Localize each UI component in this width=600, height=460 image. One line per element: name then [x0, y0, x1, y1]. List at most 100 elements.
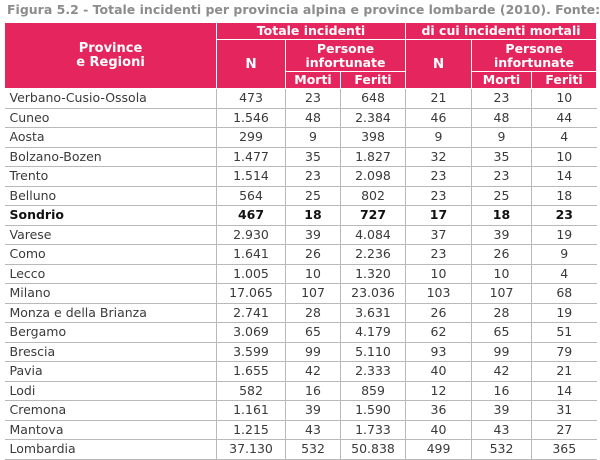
fatal-injured-cell: 21 — [530, 361, 597, 382]
table-row: Pavia 1.655 42 2.333 40 42 21 — [4, 361, 597, 382]
province-name-cell: Pavia — [4, 361, 217, 382]
total-injured-cell: 1.320 — [340, 264, 406, 284]
total-n-cell: 17.065 — [216, 283, 286, 304]
fatal-dead-cell: 39 — [471, 225, 532, 245]
table-row: Lodi 582 16 859 12 16 14 — [4, 381, 597, 401]
fatal-persons-line2: infortunate — [493, 54, 575, 70]
fatal-accidents-header: di cui incidenti mortali — [404, 22, 598, 40]
fatal-n-cell: 32 — [405, 147, 472, 167]
fatal-dead-cell: 39 — [471, 400, 532, 421]
total-dead-cell: 23 — [285, 166, 341, 187]
total-injured-cell: 648 — [340, 88, 406, 109]
total-dead-cell: 23 — [285, 88, 341, 109]
fatal-n-cell: 23 — [405, 244, 472, 265]
fatal-injured-cell: 79 — [530, 342, 597, 362]
total-injured-header: Feriti — [340, 71, 406, 89]
total-injured-cell: 23.036 — [340, 283, 406, 304]
province-name-cell: Bolzano-Bozen — [4, 147, 217, 167]
total-persons-line2: infortunate — [305, 54, 386, 70]
fatal-dead-cell: 43 — [471, 420, 532, 440]
province-name-cell: Verbano-Cusio-Ossola — [4, 88, 217, 109]
province-name-cell: Varese — [4, 225, 217, 245]
table-row: Como 1.641 26 2.236 23 26 9 — [4, 244, 597, 265]
total-n-cell: 1.546 — [216, 108, 286, 128]
total-dead-cell: 28 — [285, 303, 341, 323]
total-dead-cell: 25 — [285, 186, 341, 206]
total-persons-line1: Persone — [316, 40, 375, 56]
region-column-header: Province e Regioni — [4, 22, 217, 89]
total-n-cell: 3.069 — [216, 322, 286, 343]
fatal-dead-cell: 35 — [471, 147, 532, 167]
province-name-cell: Trento — [4, 166, 217, 187]
fatal-injured-cell: 10 — [530, 147, 597, 167]
table-row: Monza e della Brianza 2.741 28 3.631 26 28 19 — [4, 303, 597, 323]
total-dead-cell: 65 — [285, 322, 341, 343]
fatal-injured-cell: 14 — [530, 381, 597, 401]
fatal-injured-cell: 27 — [530, 420, 597, 440]
fatal-n-cell: 499 — [405, 439, 472, 460]
total-injured-cell: 2.384 — [340, 108, 406, 128]
total-dead-cell: 10 — [285, 264, 341, 284]
total-n-cell: 299 — [216, 127, 286, 148]
total-injured-cell: 2.236 — [340, 244, 406, 265]
province-name-cell: Lecco — [4, 264, 217, 284]
fatal-injured-cell: 10 — [530, 88, 597, 109]
table-row: Lecco 1.005 10 1.320 10 10 4 — [4, 264, 597, 284]
table-row: Milano 17.065 107 23.036 103 107 68 — [4, 283, 597, 304]
province-name-cell: Belluno — [4, 186, 217, 206]
total-injured-cell: 802 — [340, 186, 406, 206]
fatal-dead-header: Morti — [471, 71, 532, 89]
total-injured-cell: 50.838 — [340, 439, 406, 460]
fatal-n-cell: 36 — [405, 400, 472, 421]
total-n-cell: 473 — [216, 88, 286, 109]
province-name-cell: Como — [4, 244, 217, 265]
fatal-injured-cell: 31 — [530, 400, 597, 421]
total-injured-cell: 3.631 — [340, 303, 406, 323]
total-n-cell: 2.741 — [216, 303, 286, 323]
fatal-injured-header: Feriti — [530, 71, 598, 89]
total-persons-header: Persone infortunate — [285, 39, 406, 72]
fatal-dead-cell: 65 — [471, 322, 532, 343]
fatal-injured-cell: 18 — [530, 186, 597, 206]
table-body: Verbano-Cusio-Ossola 473 23 648 21 23 10 Cuneo 1… — [4, 88, 597, 460]
province-name-cell: Monza e della Brianza — [4, 303, 217, 323]
fatal-n-cell: 12 — [405, 381, 472, 401]
fatal-n-cell: 40 — [405, 361, 472, 382]
total-n-cell: 1.005 — [216, 264, 286, 284]
total-n-cell: 3.599 — [216, 342, 286, 362]
province-name-cell: Cuneo — [4, 108, 217, 128]
total-n-cell: 467 — [216, 205, 286, 226]
fatal-dead-cell: 42 — [471, 361, 532, 382]
total-injured-cell: 1.590 — [340, 400, 406, 421]
total-n-cell: 37.130 — [216, 439, 286, 460]
total-accidents-header: Totale incidenti — [216, 22, 406, 40]
total-injured-cell: 398 — [340, 127, 406, 148]
total-n-cell: 1.161 — [216, 400, 286, 421]
fatal-dead-cell: 532 — [471, 439, 532, 460]
region-header-line1: Province — [78, 40, 143, 56]
fatal-persons-header: Persone infortunate — [470, 39, 598, 72]
fatal-persons-line1: Persone — [505, 40, 563, 56]
total-dead-cell: 99 — [285, 342, 341, 362]
total-n-cell: 2.930 — [216, 225, 286, 245]
fatal-injured-cell: 44 — [530, 108, 597, 128]
table-row: Sondrio 467 18 727 17 18 23 — [4, 205, 597, 226]
fatal-injured-cell: 51 — [530, 322, 597, 343]
total-n-cell: 1.514 — [216, 166, 286, 187]
total-injured-cell: 4.084 — [340, 225, 406, 245]
province-name-cell: Milano — [4, 283, 217, 304]
fatal-n-cell: 40 — [405, 420, 472, 440]
total-injured-cell: 4.179 — [340, 322, 406, 343]
total-injured-cell: 727 — [340, 205, 406, 226]
table-row: Lombardia 37.130 532 50.838 499 532 365 — [4, 439, 597, 460]
total-dead-cell: 39 — [285, 400, 341, 421]
province-name-cell: Cremona — [4, 400, 217, 421]
fatal-dead-cell: 99 — [471, 342, 532, 362]
fatal-n-cell: 37 — [405, 225, 472, 245]
total-dead-cell: 35 — [285, 147, 341, 167]
fatal-n-cell: 23 — [405, 186, 472, 206]
total-n-cell: 564 — [216, 186, 286, 206]
fatal-dead-cell: 48 — [471, 108, 532, 128]
table-row: Brescia 3.599 99 5.110 93 99 79 — [4, 342, 597, 362]
total-n-cell: 1.655 — [216, 361, 286, 382]
